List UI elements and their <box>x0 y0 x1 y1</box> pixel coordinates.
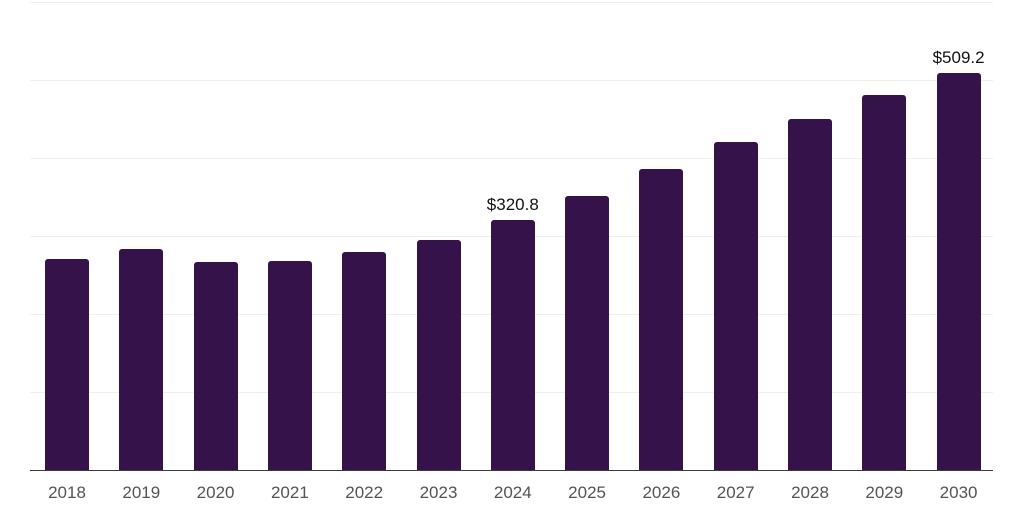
bar-2026[interactable] <box>639 168 684 470</box>
bar-2030[interactable] <box>936 72 981 470</box>
gridline <box>30 2 993 3</box>
bar-2027[interactable] <box>713 142 758 470</box>
gridline <box>30 80 993 81</box>
x-tick-label-2028: 2028 <box>791 483 829 502</box>
bar-2021[interactable] <box>267 261 312 470</box>
x-tick-label-2030: 2030 <box>939 483 978 502</box>
x-tick-label-2024: 2024 <box>493 483 532 502</box>
bar-2028[interactable] <box>788 119 832 470</box>
x-tick-label-2026: 2026 <box>642 483 681 502</box>
x-tick-label-2029: 2029 <box>865 483 904 502</box>
bar-2023[interactable] <box>416 239 461 470</box>
x-tick-label-2021: 2021 <box>270 483 309 502</box>
gridline <box>30 158 993 159</box>
data-label-2030: $509.2 <box>932 47 985 67</box>
x-tick-label-2023: 2023 <box>419 483 458 502</box>
bar-2020[interactable] <box>193 262 238 470</box>
x-tick-label-2025: 2025 <box>568 483 606 502</box>
x-tick-label-2027: 2027 <box>716 483 755 502</box>
bar-2022[interactable] <box>342 252 387 470</box>
bar-2018[interactable] <box>45 258 89 470</box>
x-tick-label-2018: 2018 <box>48 483 86 502</box>
bar-2019[interactable] <box>119 249 164 470</box>
x-axis-line <box>30 470 993 471</box>
bar-2024[interactable] <box>490 219 535 470</box>
x-tick-label-2020: 2020 <box>196 483 235 502</box>
data-label-2024: $320.8 <box>486 194 539 214</box>
x-tick-label-2022: 2022 <box>345 483 384 502</box>
bar-2029[interactable] <box>862 95 907 470</box>
x-tick-label-2019: 2019 <box>122 483 161 502</box>
bar-2025[interactable] <box>565 195 610 470</box>
